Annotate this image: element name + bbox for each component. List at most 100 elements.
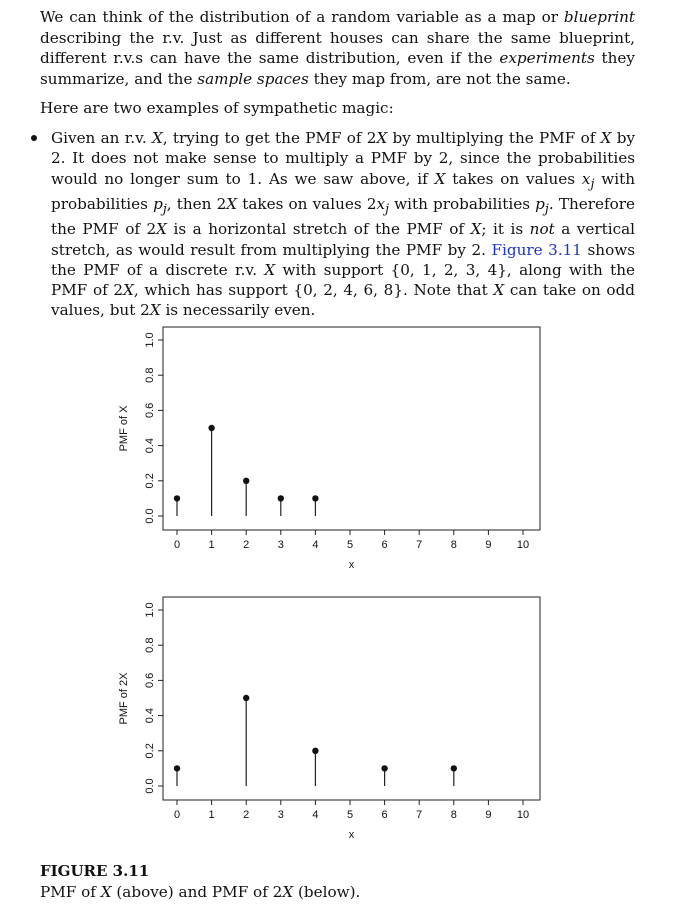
- b-16: X: [226, 194, 238, 213]
- bullet-item: Given an r.v. X, trying to get the PMF o…: [22, 128, 635, 321]
- b-35: , which has support {0, 2, 4, 6, 8}. Not…: [133, 281, 494, 300]
- b-9: takes on values: [445, 169, 582, 188]
- intro-paragraph: We can think of the distribution of a ra…: [40, 7, 635, 89]
- p1-blueprint: blueprint: [563, 8, 635, 26]
- pmf-2x-plot-frame: [162, 596, 541, 801]
- pmf-x-y-tick-label: 0.2: [144, 473, 156, 488]
- b-13: p: [153, 194, 163, 213]
- b-28: not: [529, 220, 555, 239]
- pmf-x-x-tick-label: 10: [517, 539, 529, 551]
- pmf-x-x-tick-label: 0: [174, 539, 180, 551]
- pmf-2x-y-axis-label: PMF of 2X: [118, 672, 130, 725]
- pmf-x-x-tick-label: 3: [278, 539, 284, 551]
- p1-sample-spaces: sample spaces: [197, 69, 309, 88]
- b-12: with probabilities: [51, 169, 635, 213]
- cap-2: X: [100, 883, 112, 901]
- pmf-x-chart: 0 1 2 3 4 5 6 7 8 9 10 0.0 0.2 0.4 0.6 0.8 1.0 x PMF of X: [118, 326, 541, 571]
- b-5: by multiplying the PMF of: [387, 129, 601, 147]
- pmf-x-point: [277, 495, 284, 502]
- b-33: with support {0, 1, 2, 3, 4}, along with…: [51, 260, 635, 300]
- pmf-2x-chart: 0 1 2 3 4 5 6 7 8 9 10 0.0 0.2 0.4 0.6 0.8 1.0 x PMF of 2X: [118, 596, 541, 841]
- b-3: , trying to get the PMF of 2: [162, 129, 377, 147]
- figure-caption-text: PMF of X (above) and PMF of 2X (below).: [40, 883, 360, 901]
- pmf-2x-x-tick-label: 5: [347, 809, 353, 821]
- pmf-2x-x-axis-label: x: [349, 829, 355, 841]
- b-10: x: [581, 169, 591, 188]
- pmf-2x-y-tick-label: 0.4: [144, 708, 156, 723]
- pmf-2x-x-tick-label: 4: [312, 809, 318, 821]
- pmf-x-y-tick-label: 0.8: [144, 368, 156, 383]
- pmf-x-point: [243, 477, 250, 484]
- bullet-text: Given an r.v. X, trying to get the PMF o…: [51, 128, 635, 321]
- pmf-x-y-tick-label: 0.6: [144, 403, 156, 418]
- pmf-2x-x-tick-label: 1: [209, 809, 215, 821]
- b-20: with probabilities: [389, 194, 536, 213]
- pmf-2x-x-tick-label: 0: [174, 809, 180, 821]
- pmf-2x-y-tick-label: 0.8: [144, 638, 156, 653]
- pmf-x-plot-frame: [162, 326, 541, 531]
- b-22: j: [544, 200, 549, 216]
- b-6: X: [600, 129, 612, 147]
- pmf-x-y-axis-label: PMF of X: [118, 405, 130, 452]
- pmf-2x-x-tick-label: 2: [243, 809, 249, 821]
- p1-text-1: We can think of the distribution of a ra…: [40, 8, 564, 26]
- figure-link[interactable]: Figure 3.11: [491, 240, 582, 259]
- pmf-2x-y-tick-label: 0.6: [144, 673, 156, 688]
- cap-4: X: [282, 883, 294, 901]
- p1-text-5: they summarize, and the: [40, 49, 635, 88]
- pmf-x-point: [208, 424, 215, 432]
- b-39: is necessarily even.: [160, 301, 316, 320]
- pmf-x-x-tick-label: 5: [347, 539, 353, 551]
- examples-intro: Here are two examples of sympathetic mag…: [40, 99, 394, 117]
- pmf-x-x-tick-label: 9: [485, 539, 491, 551]
- b-18: x: [376, 194, 386, 213]
- b-32: X: [264, 260, 276, 279]
- b-31: shows the PMF of a discrete r.v.: [51, 240, 636, 279]
- cap-1: PMF of: [40, 883, 101, 901]
- pmf-x-y-tick-label: 0.0: [144, 508, 156, 523]
- pmf-2x-x-tick-label: 9: [485, 809, 491, 821]
- b-34: X: [123, 281, 134, 300]
- pmf-2x-x-tick-label: 10: [517, 809, 529, 821]
- pmf-x-y-tick-label: 0.4: [144, 438, 156, 453]
- p1-experiments: experiments: [499, 49, 595, 67]
- b-4: X: [376, 129, 388, 147]
- pmf-2x-point: [173, 765, 181, 772]
- pmf-2x-x-tick-label: 3: [278, 809, 284, 821]
- b-24: X: [156, 220, 167, 239]
- pmf-2x-point: [450, 765, 457, 772]
- pmf-x-x-tick-label: 2: [243, 539, 249, 551]
- bullet-dot-icon: [31, 135, 37, 141]
- pmf-2x-x-tick-label: 6: [382, 809, 388, 821]
- cap-3: (above) and PMF of 2: [111, 883, 283, 901]
- pmf-2x-x-tick-label: 7: [416, 809, 422, 821]
- cap-5: (below).: [293, 883, 361, 901]
- pmf-2x-point: [381, 765, 388, 772]
- p1-text-7: they map from, are not the same.: [308, 69, 571, 88]
- pmf-x-x-tick-label: 4: [312, 539, 318, 551]
- b-26: X: [470, 220, 482, 239]
- pmf-x-y-tick-label: 1.0: [144, 332, 156, 347]
- pmf-x-x-axis-label: x: [349, 559, 355, 571]
- pmf-2x-y-tick-label: 1.0: [144, 602, 156, 617]
- b-36: X: [493, 281, 505, 300]
- b-37: can take on odd values, but 2: [51, 281, 636, 320]
- b-25: is a horizontal stretch of the PMF of: [166, 220, 471, 239]
- pmf-2x-y-tick-label: 0.2: [144, 743, 156, 758]
- pmf-x-x-tick-label: 6: [382, 539, 388, 551]
- pmf-x-x-tick-label: 1: [209, 539, 215, 551]
- b-11: j: [590, 175, 595, 191]
- pmf-2x-y-tick-label: 0.0: [144, 778, 156, 793]
- b-21: p: [535, 194, 545, 213]
- b-2: X: [152, 129, 163, 147]
- b-7: by 2. It does not make sense to multiply…: [51, 129, 636, 188]
- pmf-2x-point: [243, 694, 250, 702]
- pmf-x-x-tick-label: 8: [451, 539, 457, 551]
- b-15: , then 2: [166, 194, 227, 213]
- b-17: takes on values 2: [237, 194, 377, 213]
- b-23: . Therefore the PMF of 2: [51, 194, 635, 239]
- b-14: j: [162, 200, 167, 216]
- pmf-2x-x-tick-label: 8: [451, 809, 457, 821]
- pmf-x-point: [173, 495, 181, 502]
- b-38: X: [149, 301, 161, 320]
